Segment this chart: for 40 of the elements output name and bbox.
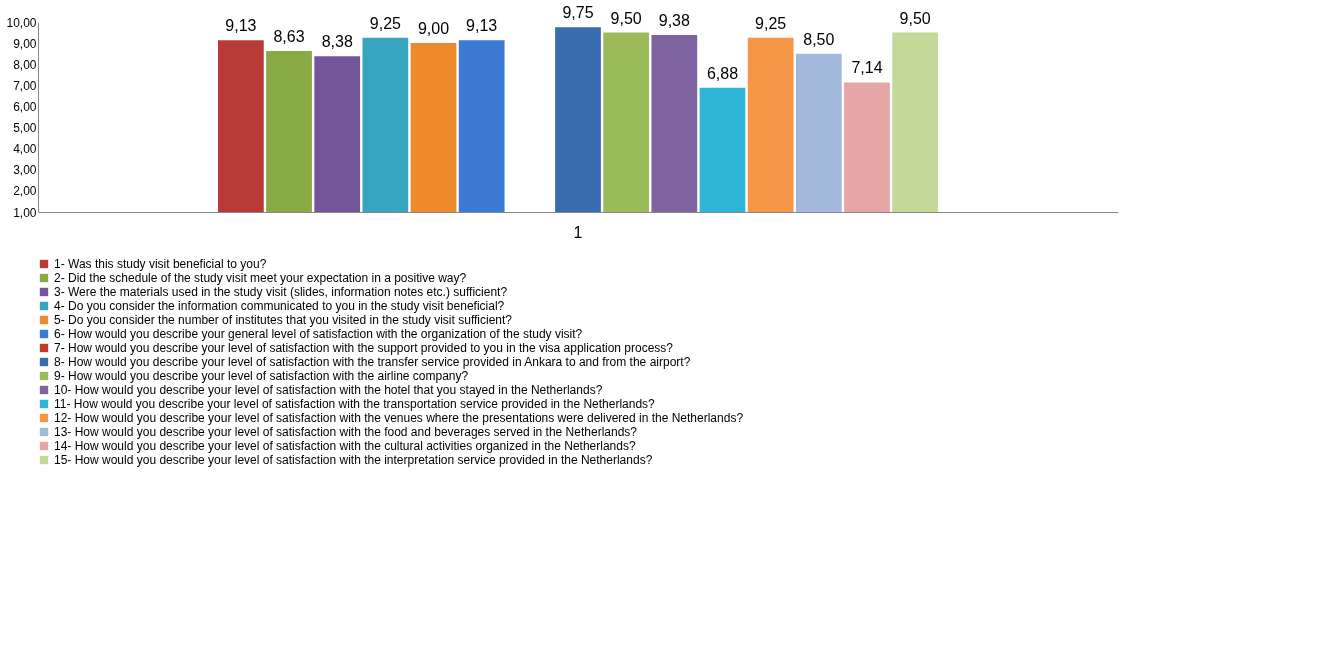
y-tick-label: 5,00 [13, 121, 37, 136]
legend-label: 13- How would you describe your level of satisfaction with the food and beverages served in the Netherlands? [54, 425, 638, 439]
y-tick-label: 7,00 [13, 78, 37, 93]
y-tick-label: 2,00 [13, 184, 37, 199]
legend-label: 7- How would you describe your level of satisfaction with the support provided to you in the visa application process? [54, 341, 674, 355]
y-tick-label: 10,00 [6, 15, 37, 30]
legend-label: 1- Was this study visit beneficial to you? [54, 257, 267, 271]
legend-label: 14- How would you describe your level of satisfaction with the cultural activities organized in the Netherlands? [54, 439, 636, 453]
text: 8,63 [273, 27, 305, 45]
y-tick-label: 9,00 [13, 36, 37, 51]
y-tick-label: 4,00 [13, 142, 37, 157]
y-tick-label: 6,00 [13, 99, 37, 114]
legend-label: 15- How would you describe your level of satisfaction with the interpretation service provided in the Netherlands? [54, 453, 653, 467]
legend-label: 12- How would you describe your level of satisfaction with the venues where the presentations were delivered in the Netherlands? [54, 411, 744, 425]
text: 6,88 [706, 64, 739, 82]
text: 9,00 [417, 20, 450, 38]
legend-label: 6- How would you describe your general level of satisfaction with the organization of the study visit? [54, 327, 583, 341]
text: 9,13 [225, 17, 257, 35]
text: 9,50 [899, 9, 931, 27]
text: 7,14 [851, 59, 883, 77]
text: 8,38 [321, 33, 353, 51]
text: 9,75 [562, 4, 594, 22]
y-tick-label: 3,00 [13, 163, 37, 178]
legend-label: 4- Do you consider the information communicated to you in the study visit beneficial? [54, 299, 505, 313]
legend-label: 10- How would you describe your level of satisfaction with the hotel that you stayed in the Netherlands? [54, 383, 603, 397]
x-tick-label: 1 [573, 223, 583, 241]
text: 9,38 [658, 12, 690, 30]
y-tick-label: 8,00 [13, 57, 37, 72]
legend-label: 11- How would you describe your level of satisfaction with the transportation service provided in the Netherlands? [54, 397, 656, 411]
text: 9,50 [610, 9, 642, 27]
text: 9,13 [466, 17, 498, 35]
text: 9,25 [755, 14, 787, 32]
legend-label: 2- Did the schedule of the study visit meet your expectation in a positive way? [54, 271, 467, 285]
legend-label: 9- How would you describe your level of satisfaction with the airline company? [54, 369, 469, 383]
legend-label: 3- Were the materials used in the study visit (slides, information notes etc.) sufficient? [54, 285, 508, 299]
y-tick-label: 1,00 [13, 205, 37, 220]
legend-label: 8- How would you describe your level of satisfaction with the transfer service provided in Ankara to and from the airport? [54, 355, 691, 369]
text: 9,25 [369, 14, 401, 32]
text: 8,50 [803, 30, 835, 48]
legend-label: 5- Do you consider the number of institutes that you visited in the study visit sufficient? [54, 313, 513, 327]
